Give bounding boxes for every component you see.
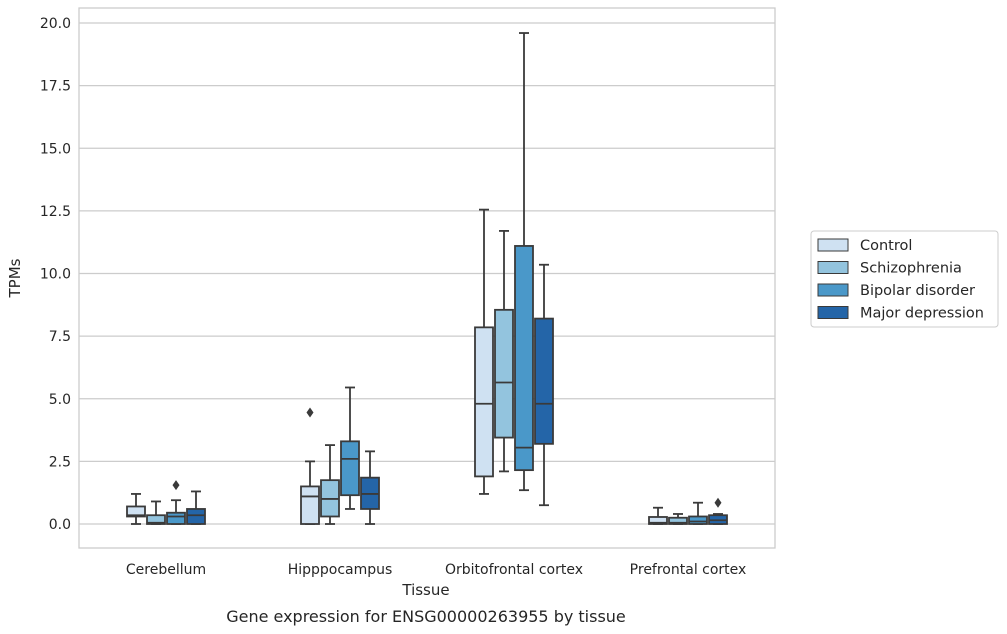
y-tick-label: 15.0 [40, 141, 71, 157]
box-body [300, 485, 320, 525]
x-tick-label: Prefrontal cortex [630, 562, 747, 578]
box-schizophrenia [146, 500, 166, 525]
outlier-point [714, 497, 722, 508]
box-body [126, 505, 146, 518]
y-axis-title: TPMs [6, 258, 24, 298]
legend-frame [810, 230, 999, 328]
x-tick-label: Hipppocampus [288, 562, 393, 578]
legend-label: Major depression [860, 306, 984, 322]
y-tick-label: 10.0 [40, 267, 71, 283]
box-control [126, 493, 146, 525]
box-body [688, 515, 708, 525]
y-tick-label: 7.5 [49, 329, 71, 345]
gridlines [79, 22, 775, 525]
box-body [474, 326, 494, 478]
x-ticks: Cerebellum Hipppocampus Orbitofrontal cort… [126, 562, 746, 578]
boxes [126, 32, 728, 525]
box-major-depression [360, 450, 380, 525]
box-major-depression [534, 263, 554, 507]
y-tick-label: 17.5 [40, 79, 71, 95]
plot-frame [78, 7, 776, 549]
legend-swatch [817, 306, 849, 319]
y-tick-label: 2.5 [49, 454, 71, 470]
box-control [474, 208, 494, 495]
legend-swatch [817, 238, 849, 252]
y-tick-label: 20.0 [40, 16, 71, 32]
y-ticks: 0.0 2.5 5.0 7.5 10.0 12.5 15.0 17.5 20.0 [40, 16, 71, 533]
box-body [166, 511, 186, 525]
box-body [514, 245, 534, 472]
y-tick-label: 5.0 [49, 392, 71, 408]
outlier-point [306, 407, 314, 418]
box-bipolar-disorder [514, 32, 534, 492]
chart-caption: Gene expression for ENSG00000263955 by t… [226, 607, 626, 626]
legend-label: Schizophrenia [860, 261, 962, 277]
box-schizophrenia [320, 444, 340, 525]
box-bipolar-disorder [166, 480, 186, 525]
box-schizophrenia [494, 230, 514, 473]
box-body [186, 508, 206, 525]
legend-swatch [817, 283, 849, 297]
box-schizophrenia [668, 513, 688, 525]
y-tick-label: 12.5 [40, 204, 71, 220]
box-body [534, 317, 554, 445]
legend-swatch [817, 261, 849, 274]
legend: Control Schizophrenia Bipolar disorder Majo… [810, 230, 999, 328]
x-axis-title: Tissue [401, 581, 449, 599]
box-body [146, 514, 166, 525]
box-control [648, 506, 668, 525]
x-tick-label: Orbitofrontal cortex [445, 562, 583, 578]
y-tick-label: 0.0 [49, 517, 71, 533]
box-body [648, 516, 668, 525]
box-major-depression [186, 490, 206, 525]
box-body [340, 440, 360, 497]
x-tick-label: Cerebellum [126, 562, 206, 578]
box-body [494, 308, 514, 439]
legend-label: Control [860, 238, 912, 254]
box-body [668, 516, 688, 525]
box-control [300, 407, 320, 525]
box-bipolar-disorder [340, 386, 360, 510]
box-bipolar-disorder [688, 501, 708, 525]
legend-label: Bipolar disorder [860, 283, 975, 299]
box-major-depression [708, 497, 728, 525]
outlier-point [172, 480, 180, 491]
